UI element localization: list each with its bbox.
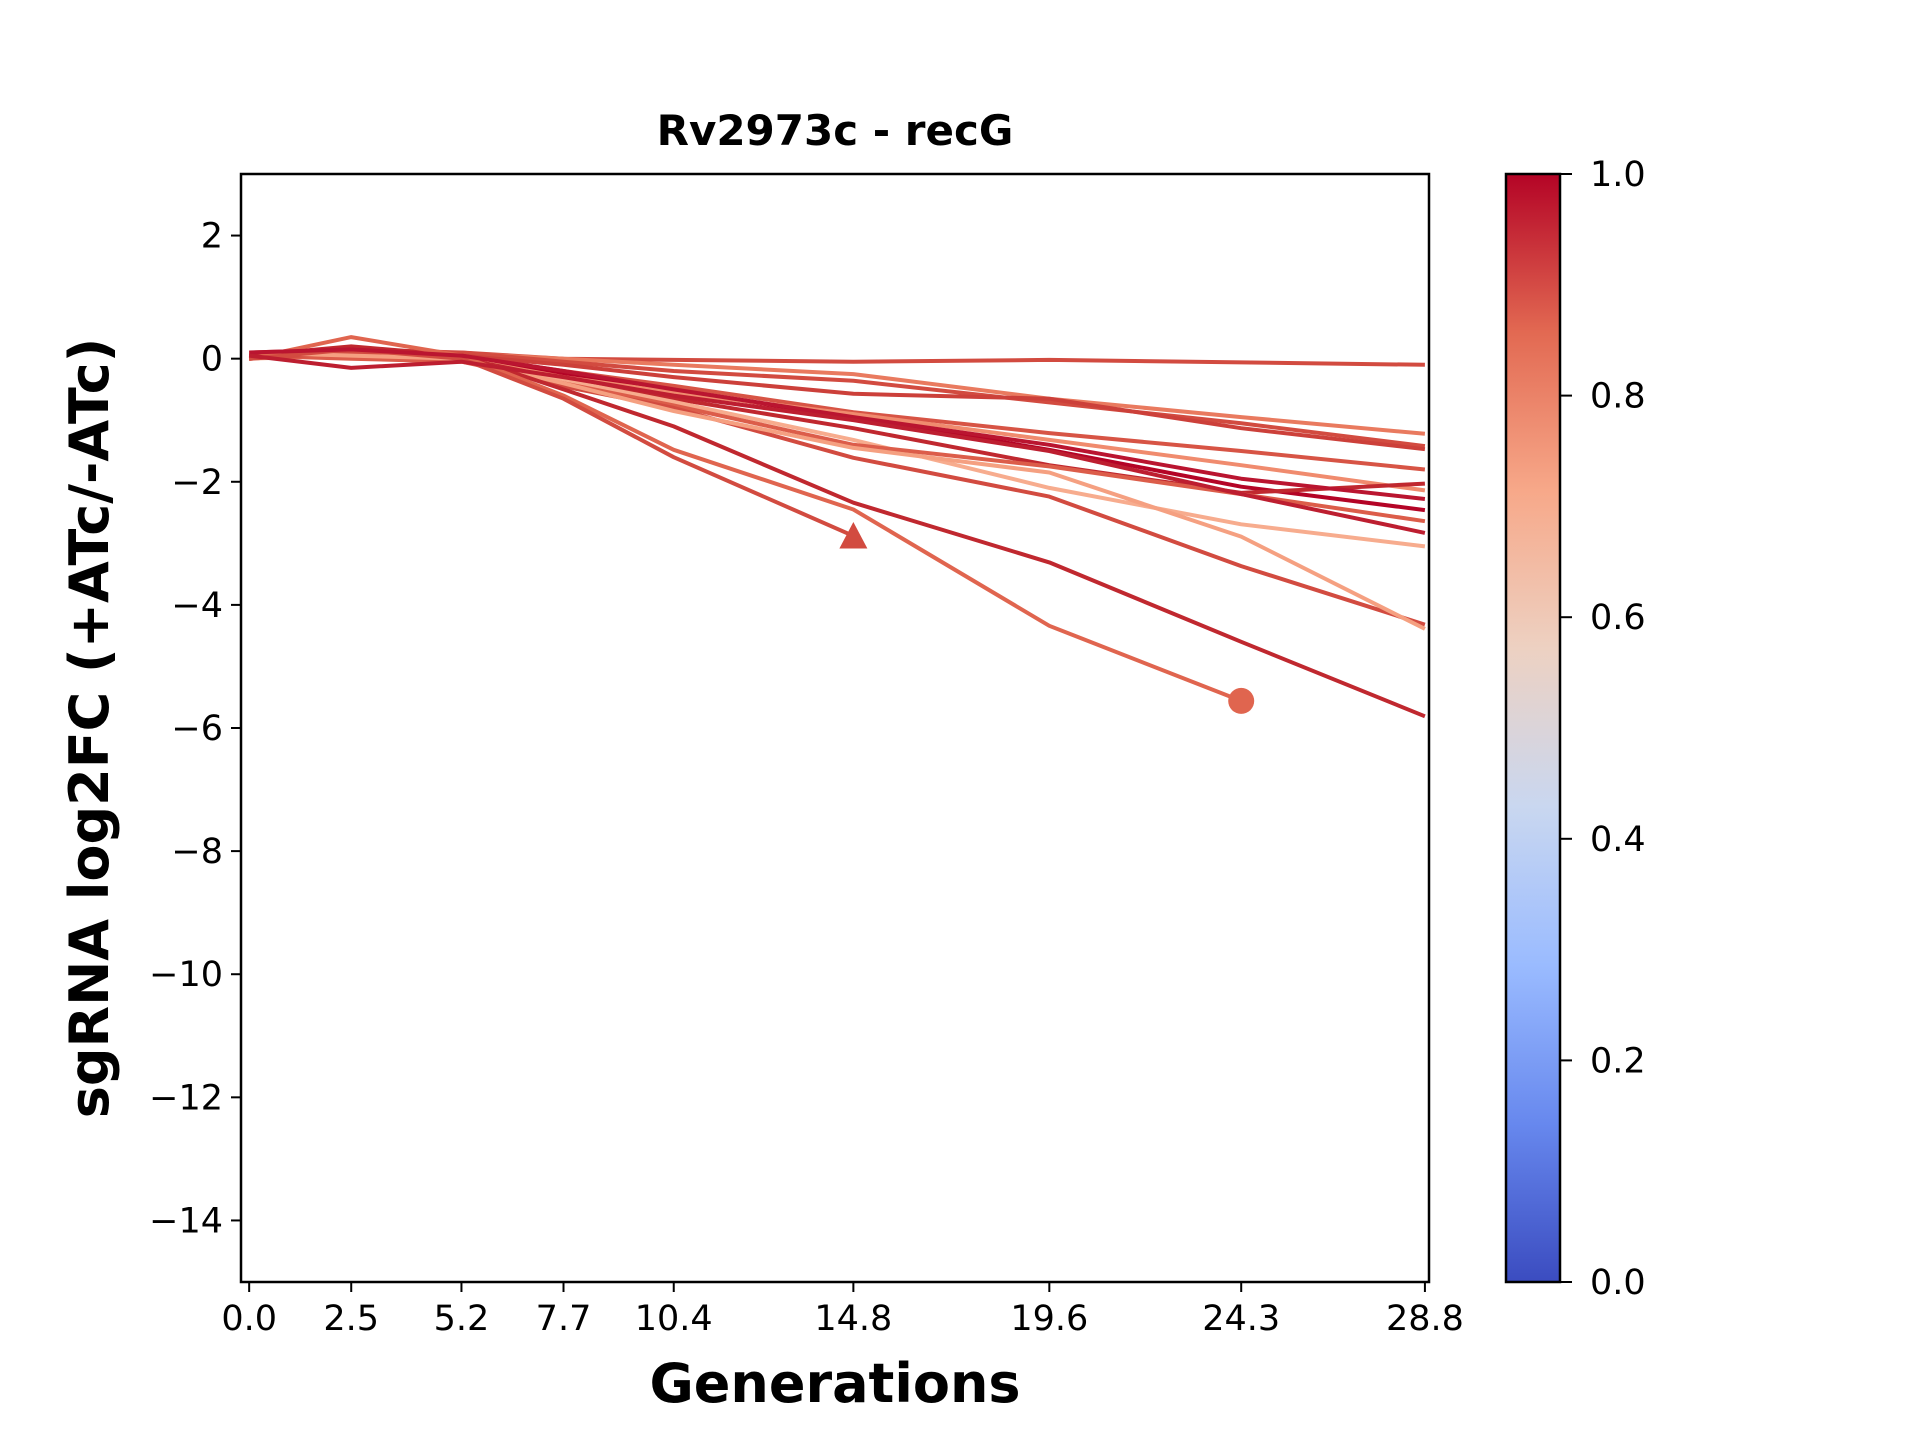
series-line-17 — [248, 353, 1426, 535]
end-marker-triangle — [839, 521, 868, 549]
series-line-11 — [249, 350, 1426, 627]
series-layer — [248, 335, 1426, 719]
y-tick-label: −14 — [149, 1201, 223, 1241]
series-line-16 — [249, 347, 1426, 501]
series-line-14 — [248, 335, 1242, 703]
x-tick-label: 14.8 — [814, 1299, 892, 1339]
y-tick-label: −12 — [149, 1078, 223, 1118]
x-tick-label: 5.2 — [434, 1299, 490, 1339]
y-tick-label: 2 — [201, 217, 223, 257]
x-tick-label: 24.3 — [1202, 1299, 1280, 1339]
colorbar-tick-label: 0.6 — [1590, 598, 1646, 638]
x-tick-label: 28.8 — [1386, 1299, 1464, 1339]
x-axis-label: Generations — [649, 1352, 1020, 1415]
series-line-10 — [249, 353, 1426, 524]
y-tick-label: 0 — [201, 340, 223, 380]
y-tick-label: −6 — [171, 709, 223, 749]
series-line-13 — [249, 344, 1426, 719]
y-axis: 2 0 −2 −4 −6 −8 −10 −12 −14 — [149, 217, 241, 1241]
x-tick-label: 0.0 — [221, 1299, 277, 1339]
x-tick-label: 10.4 — [635, 1299, 713, 1339]
x-tick-label: 2.5 — [323, 1299, 379, 1339]
colorbar-tick-label: 0.2 — [1590, 1041, 1646, 1081]
colorbar-ticks: 0.0 0.2 0.4 0.6 0.8 1.0 — [1560, 155, 1646, 1303]
end-marker-circle — [1228, 687, 1255, 714]
series-line-12 — [249, 350, 1426, 631]
colorbar-tick-label: 0.0 — [1590, 1263, 1646, 1303]
x-tick-label: 7.7 — [536, 1299, 592, 1339]
colorbar-tick-label: 0.4 — [1590, 820, 1646, 860]
chart-title: Rv2973c - recG — [657, 106, 1014, 155]
y-tick-label: −2 — [171, 463, 223, 503]
plot-frame — [239, 172, 1431, 1284]
y-tick-label: −4 — [171, 586, 223, 626]
colorbar — [1504, 172, 1562, 1284]
y-tick-label: −8 — [171, 832, 223, 872]
x-tick-label: 19.6 — [1010, 1299, 1088, 1339]
marker-layer — [839, 521, 1255, 714]
colorbar-tick-label: 1.0 — [1590, 155, 1646, 195]
colorbar-tick-label: 0.8 — [1590, 377, 1646, 417]
y-axis-label: sgRNA log2FC (+ATc/-ATc) — [58, 338, 121, 1119]
y-tick-label: −10 — [149, 955, 223, 995]
x-axis: 0.0 2.5 5.2 7.7 10.4 14.8 19.6 24.3 28.8 — [221, 1282, 1464, 1339]
